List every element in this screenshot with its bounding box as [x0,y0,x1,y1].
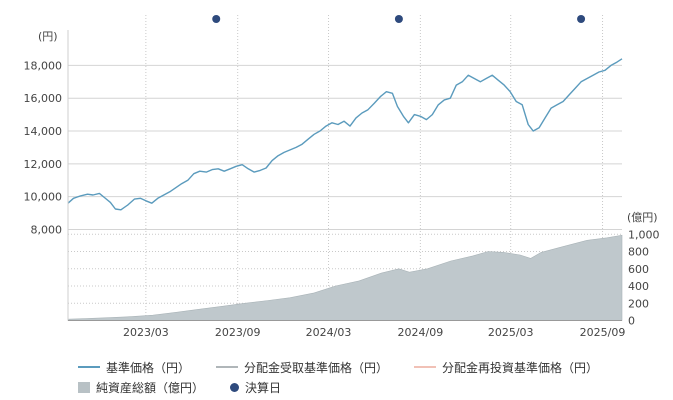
x-tick-label: 2024/09 [398,326,444,339]
legend-item: 分配金再投資基準価格（円） [414,359,598,376]
settlement-date-marker [394,15,403,23]
bottom-y-tick-label: 200 [628,297,649,310]
legend-label: 基準価格（円） [106,360,191,375]
x-tick-label: 2023/09 [215,326,261,339]
legend-row: 純資産総額（億円） 決算日 [78,377,658,397]
top-y-tick-label: 12,000 [24,158,63,171]
legend: 基準価格（円） 分配金受取基準価格（円） 分配金再投資基準価格（円） 純資産総額（億… [78,357,658,397]
bottom-y-tick-label: 800 [628,246,649,259]
x-tick-label: 2025/03 [488,326,534,339]
x-tick-label: 2023/03 [123,326,169,339]
top-y-tick-label: 8,000 [31,224,63,237]
bottom-y-tick-label: 0 [628,315,635,328]
nav-line-series [67,58,623,211]
settlement-date-marker [212,15,221,23]
settlement-date-marker [577,15,586,23]
legend-swatch [414,366,437,368]
legend-item: 分配金受取基準価格（円） [216,359,388,376]
legend-label: 決算日 [245,380,282,395]
top-y-tick-label: 14,000 [24,125,63,138]
legend-swatch [78,381,90,393]
legend-swatch [230,382,240,392]
top-y-tick-label: 16,000 [24,92,63,105]
legend-label: 分配金受取基準価格（円） [244,360,389,375]
legend-swatch [78,366,100,368]
net-assets-area [67,234,623,321]
legend-item: 決算日 [230,379,281,396]
legend-item: 純資産総額（億円） [78,379,204,396]
legend-label: 分配金再投資基準価格（円） [442,360,599,375]
legend-item: 基準価格（円） [78,359,190,376]
bottom-y-tick-label: 600 [628,263,649,276]
x-tick-label: 2025/09 [580,326,626,339]
legend-swatch [216,366,239,368]
bottom-axis-unit: (億円) [627,211,658,224]
legend-label: 純資産総額（億円） [96,380,205,395]
x-tick-label: 2024/03 [306,326,352,339]
settlement-markers [212,15,586,23]
net-assets-area-path [67,234,623,321]
legend-row: 基準価格（円） 分配金受取基準価格（円） 分配金再投資基準価格（円） [78,357,658,377]
top-axis-unit: (円) [38,30,58,43]
axes: 8,000 10,000 12,000 14,000 16,000 18,000 0 200 4… [24,30,660,339]
fund-chart: 8,000 10,000 12,000 14,000 16,000 18,000 0 200 4… [24,15,660,339]
bottom-y-tick-label: 1,000 [628,228,660,241]
nav-line [67,58,623,211]
top-y-tick-label: 18,000 [24,59,63,72]
bottom-y-tick-label: 400 [628,280,649,293]
top-y-tick-label: 10,000 [24,191,63,204]
